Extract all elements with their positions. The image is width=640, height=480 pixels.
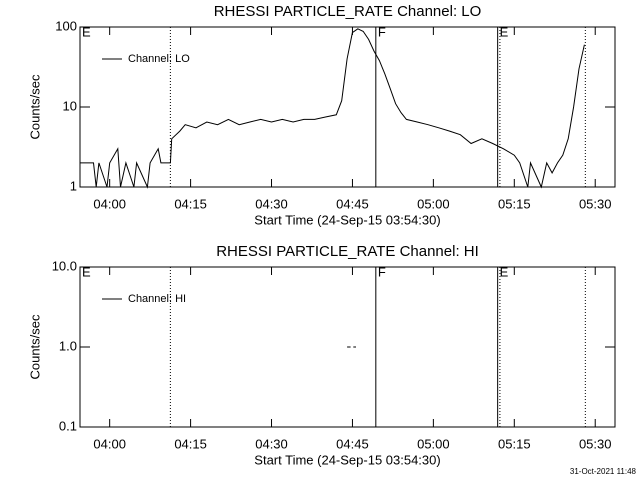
x-tick-label: 04:00 <box>93 196 126 211</box>
x-tick-label: 04:45 <box>336 436 369 451</box>
x-tick-label: 04:00 <box>93 436 126 451</box>
event-label: F <box>378 264 386 279</box>
y-axis-label: Counts/sec <box>27 74 42 140</box>
x-tick-label: 05:00 <box>417 196 450 211</box>
chart-title: RHESSI PARTICLE_RATE Channel: HI <box>216 243 479 260</box>
legend-label: Channel: LO <box>128 53 190 65</box>
event-label: E <box>82 24 91 39</box>
data-line <box>80 28 585 189</box>
x-tick-label: 05:30 <box>579 196 612 211</box>
x-tick-label: 04:45 <box>336 196 369 211</box>
legend-label: Channel: HI <box>128 293 186 305</box>
x-tick-label: 05:00 <box>417 436 450 451</box>
x-tick-label: 04:15 <box>174 196 207 211</box>
x-tick-label: 05:30 <box>579 436 612 451</box>
y-tick-label: 1.0 <box>59 338 77 353</box>
x-tick-label: 05:15 <box>498 196 531 211</box>
x-tick-label: 04:15 <box>174 436 207 451</box>
y-tick-label: 10 <box>63 98 77 113</box>
chart-title: RHESSI PARTICLE_RATE Channel: LO <box>214 3 482 20</box>
x-tick-label: 04:30 <box>255 196 288 211</box>
y-axis-label: Counts/sec <box>27 314 42 380</box>
x-axis-label: Start Time (24-Sep-15 03:54:30) <box>254 452 440 467</box>
y-tick-label: 100 <box>55 18 77 33</box>
y-tick-label: 1 <box>70 178 77 193</box>
y-tick-label: 10.0 <box>52 258 77 273</box>
event-label: E <box>500 24 509 39</box>
footer: 31-Oct-2021 11:48 <box>570 467 637 476</box>
x-tick-label: 04:30 <box>255 436 288 451</box>
y-tick-label: 0.1 <box>59 418 77 433</box>
event-label: F <box>378 24 386 39</box>
event-label: E <box>500 264 509 279</box>
x-tick-label: 05:15 <box>498 436 531 451</box>
event-label: E <box>82 264 91 279</box>
x-axis-label: Start Time (24-Sep-15 03:54:30) <box>254 212 440 227</box>
